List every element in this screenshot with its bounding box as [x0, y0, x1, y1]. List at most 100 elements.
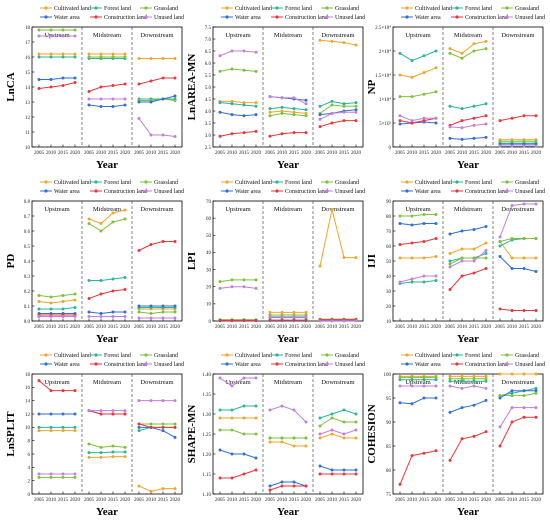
series-grassland [37, 217, 177, 315]
data-point [99, 412, 103, 416]
data-point [99, 97, 103, 101]
data-point [422, 396, 426, 400]
data-point [318, 38, 322, 42]
legend-entry: Forest land [465, 180, 492, 186]
legend-entry: Unused land [154, 15, 184, 21]
series-line [139, 95, 176, 103]
data-point [330, 412, 334, 416]
y-tick-label: 3.0 [205, 134, 212, 139]
data-point [268, 310, 272, 314]
data-point [37, 52, 41, 56]
series-line [219, 50, 257, 57]
x-tick-label: 2005 [265, 325, 276, 330]
data-point [434, 121, 438, 125]
data-point [422, 274, 426, 278]
data-point [242, 432, 246, 436]
data-point [99, 455, 103, 459]
data-point [292, 480, 296, 484]
data-point [534, 406, 538, 410]
data-point [342, 102, 346, 106]
data-point [49, 78, 53, 81]
y-tick-label: 0.4 [24, 260, 31, 265]
series-line [88, 311, 125, 315]
data-point [218, 101, 222, 105]
data-point [498, 119, 502, 123]
x-axis-label: Year [277, 333, 299, 345]
y-tick-label: 1.15 [202, 473, 211, 478]
data-point [230, 428, 234, 432]
x-axis-label: Year [96, 333, 118, 345]
data-point [61, 315, 65, 318]
data-point [330, 468, 334, 472]
legend-marker [225, 180, 229, 184]
data-point [318, 319, 322, 323]
data-point [280, 109, 284, 113]
data-point [354, 101, 358, 105]
data-point [218, 428, 222, 432]
chart-panel-lnca: Cultivated land Forest land Grassland Water… [5, 6, 184, 171]
data-point [534, 309, 538, 312]
legend-marker [225, 353, 229, 357]
legend-marker [405, 6, 409, 10]
data-point [149, 79, 153, 83]
data-point [73, 472, 77, 476]
data-point [410, 59, 414, 63]
legend: Cultivated land Forest land Grassland Water… [221, 180, 365, 195]
series-cultivated-land [398, 240, 538, 260]
x-tick-label: 2010 [327, 151, 338, 156]
data-point [354, 108, 358, 112]
x-tick-label: 2020 [351, 151, 362, 156]
data-point [410, 223, 414, 227]
data-point [61, 84, 65, 87]
legend-entry: Forest land [104, 180, 131, 186]
legend-marker [144, 353, 148, 357]
series-line [399, 115, 436, 122]
series-line [269, 112, 307, 117]
data-point [460, 56, 464, 60]
data-point [354, 472, 358, 476]
data-point [73, 81, 77, 84]
data-point [73, 28, 77, 32]
data-point [111, 310, 115, 314]
series-line [269, 485, 306, 491]
data-point [342, 104, 346, 108]
series-line [399, 121, 437, 125]
data-point [37, 87, 41, 90]
x-tick-label: 2015 [519, 325, 530, 330]
y-tick-label: 10 [206, 303, 212, 308]
legend-marker [144, 362, 148, 366]
data-point [161, 133, 165, 137]
data-point [422, 119, 426, 123]
data-point [510, 389, 514, 393]
series-forest-land [37, 276, 177, 311]
data-point [448, 458, 452, 462]
data-point [49, 34, 53, 38]
legend-entry: Water area [415, 189, 441, 195]
data-point [410, 241, 414, 245]
data-point [410, 375, 414, 379]
data-point [173, 435, 177, 439]
data-point [472, 379, 476, 383]
legend-marker [505, 6, 509, 10]
y-tick-label: 75 [386, 493, 392, 498]
data-point [230, 416, 234, 420]
data-point [99, 85, 103, 89]
data-point [318, 436, 322, 440]
zone-label: Upstream [225, 206, 250, 213]
data-point [460, 119, 464, 123]
legend-marker [455, 6, 459, 10]
data-point [111, 289, 115, 293]
data-point [410, 280, 414, 284]
data-point [61, 307, 65, 311]
data-point [398, 378, 402, 382]
data-point [111, 97, 115, 101]
y-tick-label: 30 [386, 290, 392, 295]
data-point [434, 279, 438, 282]
data-point [242, 131, 246, 135]
data-point [123, 217, 127, 221]
series-water-area [37, 76, 177, 108]
y-tick-label: 40 [206, 251, 212, 256]
legend-entry: Unused land [154, 189, 184, 195]
data-point [230, 99, 234, 103]
data-point [354, 110, 358, 114]
